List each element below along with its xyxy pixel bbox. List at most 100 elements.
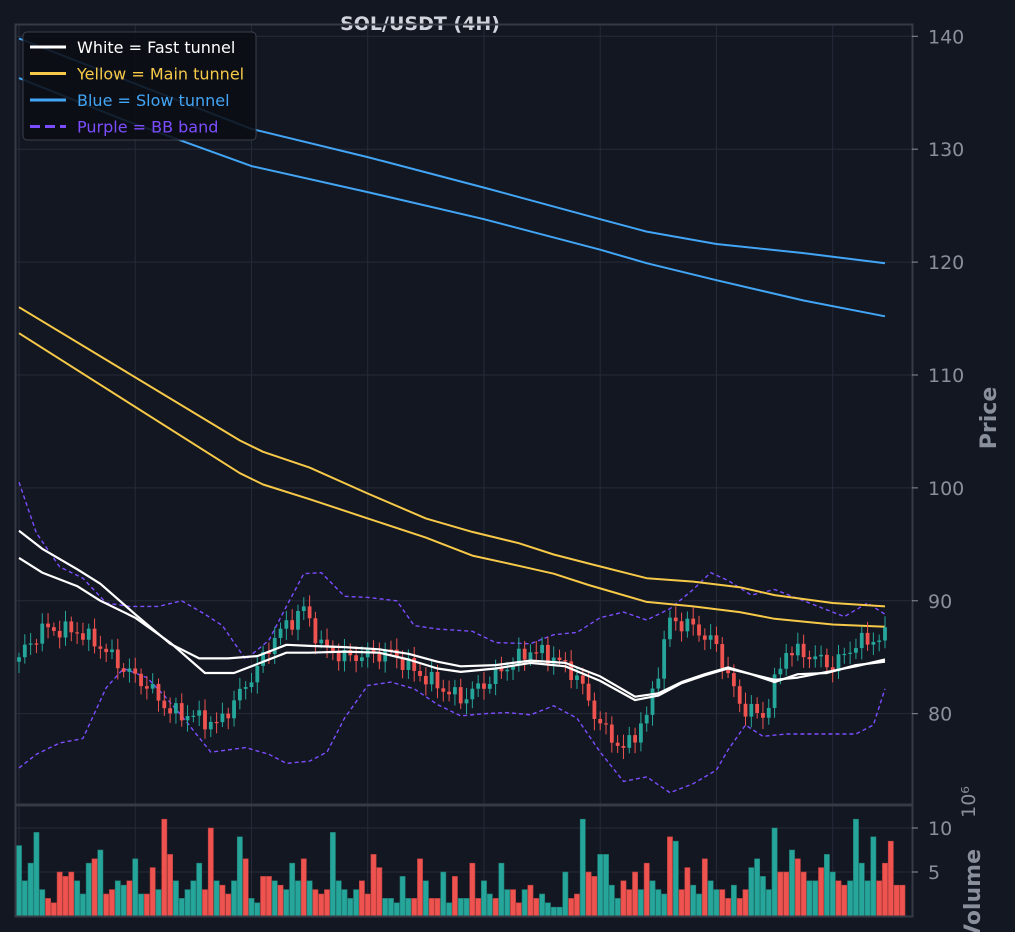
candle-body	[557, 657, 562, 661]
candle-body	[662, 639, 667, 679]
volume-bar	[800, 871, 807, 917]
volume-bar	[138, 893, 144, 917]
candle	[795, 632, 800, 661]
candle	[92, 618, 97, 654]
candle-body	[621, 745, 626, 748]
candle	[185, 705, 190, 732]
volume-bar	[417, 858, 423, 917]
price-tick-label: 90	[928, 591, 952, 613]
volume-bar	[515, 902, 522, 917]
candle	[342, 638, 347, 672]
volume-bar	[574, 893, 580, 917]
volume-bar	[463, 898, 470, 917]
candle-body	[86, 628, 91, 640]
candle	[34, 638, 39, 654]
candle	[464, 688, 469, 715]
candle-body	[575, 675, 579, 680]
candle-body	[75, 632, 80, 634]
volume-bar	[568, 898, 575, 917]
volume-bar	[667, 836, 673, 917]
candle	[656, 667, 661, 694]
volume-grid	[16, 806, 912, 916]
candle	[57, 620, 62, 649]
volume-bar	[50, 902, 57, 917]
volume-bar	[887, 840, 894, 917]
volume-bar	[329, 832, 336, 917]
candle-body	[505, 669, 510, 672]
volume-bar	[597, 854, 604, 917]
candle	[162, 690, 167, 716]
candle	[819, 645, 823, 668]
candle	[330, 640, 335, 661]
volume-bar	[109, 889, 115, 917]
volume-bar	[585, 871, 592, 917]
candle	[435, 664, 440, 699]
candle	[278, 622, 283, 645]
volume-bar	[446, 902, 452, 917]
candle-body	[627, 735, 632, 748]
candle-body	[644, 714, 649, 724]
candle-body	[883, 627, 887, 641]
volume-bar	[835, 880, 842, 917]
volume-bar	[300, 858, 307, 917]
volume-bar	[242, 858, 249, 917]
candle	[813, 645, 818, 668]
volume-bar	[422, 880, 429, 917]
candle-body	[708, 635, 713, 640]
volume-bar	[167, 854, 174, 917]
candle-body	[22, 644, 27, 658]
candle	[98, 635, 103, 659]
candle-body	[429, 671, 434, 685]
volume-bar	[324, 889, 330, 917]
bb-band	[18, 481, 886, 794]
candle-body	[110, 649, 114, 653]
candle-body	[412, 658, 417, 671]
candle-body	[127, 668, 132, 672]
candle	[877, 634, 882, 652]
volume-panel-frame	[14, 804, 914, 918]
candle-body	[144, 686, 149, 689]
candle	[301, 597, 306, 620]
volume-bar	[847, 880, 854, 917]
candle	[121, 663, 126, 678]
candle-body	[615, 742, 620, 746]
candle	[824, 648, 829, 673]
volume-bar	[56, 871, 63, 917]
candle-body	[249, 682, 254, 688]
volume-bar	[806, 880, 813, 917]
candle	[307, 595, 312, 627]
volume-bar	[27, 862, 34, 917]
candle	[534, 641, 539, 664]
candle-body	[702, 635, 707, 640]
candle-body	[336, 652, 341, 662]
volume-bar	[103, 893, 110, 917]
candle-body	[714, 635, 719, 645]
candle-body	[133, 668, 138, 674]
candle	[423, 667, 428, 696]
candle	[790, 646, 794, 667]
candle-body	[278, 628, 283, 638]
candle-body	[156, 683, 161, 701]
candle-body	[569, 661, 574, 680]
candle-body	[673, 617, 678, 622]
volume-bar	[719, 889, 726, 917]
volume-bar	[632, 871, 638, 917]
candle	[604, 712, 608, 735]
candle	[766, 698, 771, 725]
volume-bar	[85, 862, 92, 917]
volume-bar	[318, 893, 325, 917]
candle	[377, 642, 382, 670]
volume-bar	[16, 845, 22, 917]
candle	[615, 735, 620, 753]
candle-body	[871, 641, 876, 645]
candle-body	[418, 670, 422, 676]
volume-bar	[347, 898, 354, 917]
candle	[400, 650, 405, 679]
candle	[115, 638, 120, 680]
candle-body	[121, 668, 126, 672]
candle-body	[441, 688, 446, 692]
candle-body	[842, 653, 847, 656]
candle-body	[458, 687, 463, 704]
volume-bar	[21, 880, 28, 917]
